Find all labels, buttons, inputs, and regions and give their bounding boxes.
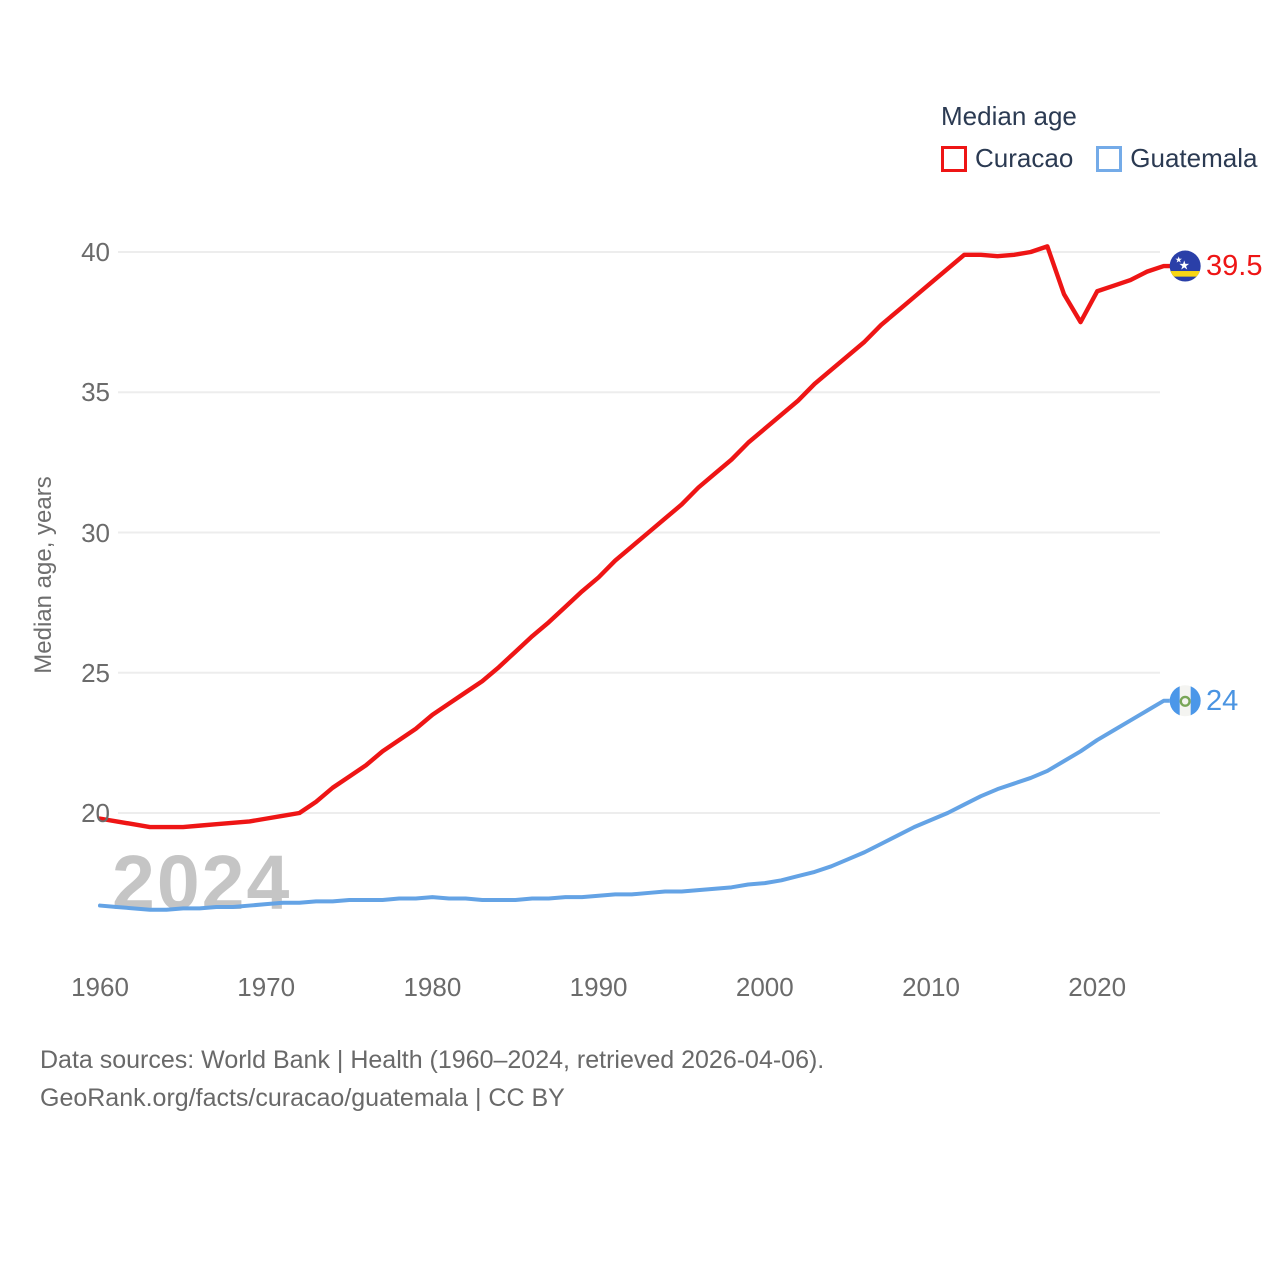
x-tick-label: 2020 [1068, 972, 1127, 1002]
x-tick-label: 1990 [569, 972, 628, 1002]
x-tick-label: 1970 [237, 972, 296, 1002]
y-tick-label: 35 [81, 377, 110, 408]
guatemala-end-value-label: 24 [1206, 684, 1239, 717]
attribution-link-text[interactable]: GeoRank.org/facts/curacao/guatemala | CC… [40, 1084, 565, 1112]
y-tick-label: 25 [81, 657, 110, 688]
guatemala-legend-label[interactable]: Guatemala [1130, 143, 1258, 173]
legend: Median age Curacao Guatemala [941, 101, 1257, 174]
curacao-end-value-label: 39.5 [1206, 250, 1263, 283]
guatemala-flag-icon [1169, 685, 1201, 717]
guatemala-line-series[interactable] [98, 698, 1180, 912]
svg-text:★: ★ [1175, 255, 1183, 265]
x-tick-label: 2000 [735, 972, 794, 1002]
curacao-flag-icon: ★ ★ [1169, 250, 1201, 282]
legend-row: Curacao Guatemala [941, 143, 1257, 174]
y-tick-label: 40 [81, 237, 110, 267]
legend-title: Median age [941, 101, 1077, 131]
y-tick-label: 30 [81, 517, 110, 548]
x-tick-label: 2010 [902, 972, 960, 1002]
svg-text:★: ★ [1179, 258, 1190, 273]
y-tick-label: 20 [81, 798, 110, 828]
data-sources-text: Data sources: World Bank | Health (1960–… [40, 1046, 825, 1074]
x-tick-label: 1960 [71, 972, 129, 1002]
guatemala-legend-swatch [1096, 145, 1123, 172]
y-axis-title: Median age, years [30, 476, 57, 674]
curacao-legend-label[interactable]: Curacao [975, 143, 1074, 173]
curacao-legend-swatch [941, 145, 967, 172]
x-tick-label: 1980 [403, 972, 462, 1002]
horizontal-gridlines [118, 251, 1160, 814]
curacao-line-series[interactable] [97, 244, 1180, 830]
